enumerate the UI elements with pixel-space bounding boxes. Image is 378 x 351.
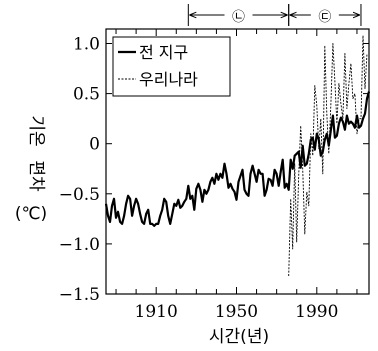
legend-label-global: 전 지구: [139, 43, 188, 62]
series-line-korea: [288, 35, 368, 277]
y-axis-title-line-1: 기온: [26, 115, 46, 146]
series-layer: [104, 35, 371, 277]
tick-labels: 1.0 0.5 0 −0.5 −1.0 −1.5 1910 1950 1990: [59, 35, 339, 323]
y-axis-title: 기온 편차 (℃): [15, 115, 47, 224]
y-axis-title-line-2: 편차: [26, 160, 46, 192]
period-label-1: ㉢: [318, 10, 331, 25]
y-tick-label-2: 0: [89, 135, 100, 155]
y-tick-label-0: 1.0: [73, 35, 100, 55]
series-line-global: [104, 91, 371, 227]
plot-frame: [105, 28, 370, 295]
y-tick-label-1: 0.5: [73, 85, 100, 105]
legend: 전 지구 우리나라: [112, 36, 231, 97]
y-tick-label-3: −0.5: [59, 185, 100, 205]
y-tick-label-5: −1.5: [59, 285, 100, 305]
legend-box: [112, 36, 231, 97]
x-axis-title: 시간(년): [209, 327, 269, 347]
period-label-0: ㉡: [232, 10, 245, 25]
y-axis-title-line-3: (℃): [15, 204, 47, 224]
y-tick-label-4: −1.0: [59, 235, 100, 255]
legend-label-korea: 우리나라: [139, 70, 198, 89]
x-tick-label-0: 1910: [135, 302, 178, 322]
x-tick-label-1: 1950: [215, 302, 258, 322]
x-tick-label-2: 1990: [295, 302, 338, 322]
